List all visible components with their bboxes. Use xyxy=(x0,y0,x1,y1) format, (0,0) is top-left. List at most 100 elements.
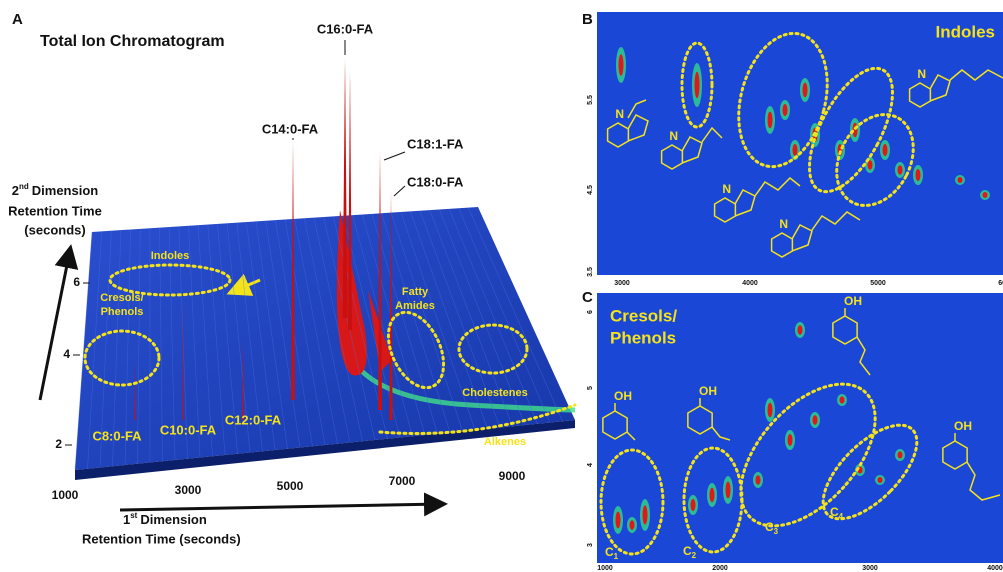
group-sub: 1 xyxy=(614,552,619,561)
dotted-ellipse xyxy=(835,113,915,207)
peak xyxy=(348,70,352,330)
texture xyxy=(448,208,538,424)
panel-label: B xyxy=(582,11,593,28)
texture xyxy=(265,220,301,448)
spot-core xyxy=(694,71,700,99)
texture xyxy=(458,208,551,423)
x-tick-label: 3000 xyxy=(614,280,630,287)
group-sub: 3 xyxy=(774,527,779,536)
atom-label: OH xyxy=(699,384,717,398)
dotted-ellipse xyxy=(739,382,877,528)
dotted-ellipse xyxy=(83,329,161,387)
group-label: C3 xyxy=(765,520,779,536)
plot-area xyxy=(597,12,1003,275)
dotted-ellipse xyxy=(737,31,829,169)
x-tick-label: 5000 xyxy=(870,280,886,287)
axis-title: 2nd Dimension xyxy=(12,182,99,198)
texture xyxy=(352,215,413,437)
atom-label: N xyxy=(779,217,788,231)
atom-label: N xyxy=(669,129,678,143)
x-tick-label: 2000 xyxy=(712,565,728,572)
x-tick-label: 4000 xyxy=(742,280,758,287)
peak xyxy=(242,340,244,420)
spot-core xyxy=(629,520,635,530)
dotted-ellipse xyxy=(808,66,894,194)
texture xyxy=(284,219,326,446)
group-label: C2 xyxy=(683,544,697,560)
peak-label: C14:0-FA xyxy=(262,121,319,136)
texture xyxy=(294,218,338,444)
structure xyxy=(929,74,951,102)
structure xyxy=(701,126,723,143)
y-tick-label: 6 xyxy=(73,275,80,289)
group-base: C xyxy=(830,505,839,519)
annotation: C12:0-FA xyxy=(225,412,282,427)
spot-core xyxy=(642,505,648,525)
group-base: C xyxy=(765,520,774,534)
panel-label: C xyxy=(582,289,593,306)
structure xyxy=(832,315,858,345)
peak xyxy=(291,140,295,400)
dotted-ellipse xyxy=(821,423,919,521)
annotation: Cholestenes xyxy=(462,387,527,399)
axis-title-line: Dimension xyxy=(140,512,207,527)
texture xyxy=(371,213,438,434)
texture xyxy=(217,223,238,454)
texture xyxy=(87,231,102,469)
peak xyxy=(378,150,382,410)
leader-line xyxy=(383,151,406,161)
plane-edge xyxy=(75,420,575,480)
y-tick-label: 3.5 xyxy=(587,267,594,277)
axis-title: Retention Time (seconds) xyxy=(82,531,241,546)
structure xyxy=(942,440,968,470)
spot-core xyxy=(897,165,903,175)
structure xyxy=(791,224,813,252)
structure xyxy=(602,410,628,440)
peak xyxy=(342,58,348,318)
spot-core xyxy=(882,144,888,156)
texture xyxy=(410,211,488,429)
x-tick-label: 9000 xyxy=(499,469,526,483)
atom-label: N xyxy=(917,67,926,81)
y-tick-label: 6 xyxy=(587,310,594,314)
panel-title: Phenols xyxy=(610,328,676,347)
x-tick-label: 3000 xyxy=(175,483,202,497)
spot-core xyxy=(767,402,773,418)
group-label: C4 xyxy=(830,505,844,521)
structure xyxy=(811,211,861,231)
spot-core xyxy=(709,487,715,503)
peak-label: C16:0-FA xyxy=(317,21,374,36)
annotation: Indoles xyxy=(151,250,190,262)
peak xyxy=(134,360,136,420)
texture xyxy=(99,230,112,468)
panel-c: C Cresols/ Phenols 3 4 5 6 1000 2000 3000 4000 O… xyxy=(582,289,1003,572)
ordinal: 2 xyxy=(12,183,19,198)
spot-core xyxy=(957,177,963,183)
spot-core xyxy=(802,82,808,98)
panel-b: B Indoles 3.5 4.5 5.5 3000 4000 5000 6000 N N N N N xyxy=(582,11,1003,287)
x-tick-label: 1000 xyxy=(52,488,79,502)
x-tick-label: 6000 xyxy=(998,280,1003,287)
spot-core xyxy=(867,160,873,170)
spot-core xyxy=(615,511,621,529)
structure xyxy=(627,114,649,142)
structure xyxy=(754,176,801,197)
texture xyxy=(439,209,526,426)
atom-label: OH xyxy=(844,294,862,308)
structure xyxy=(627,99,647,119)
texture xyxy=(197,225,213,457)
atom-label: OH xyxy=(614,389,632,403)
x-tick-label: 3000 xyxy=(862,565,878,572)
group-sub: 2 xyxy=(692,551,697,560)
structure xyxy=(856,336,871,376)
structure xyxy=(711,426,731,441)
structure xyxy=(949,69,1003,81)
texture xyxy=(304,218,351,443)
texture xyxy=(419,210,501,428)
atom-label: OH xyxy=(954,419,972,433)
atom-label: N xyxy=(615,107,624,121)
panel-title: Indoles xyxy=(935,22,995,41)
dotted-ellipse xyxy=(108,263,232,297)
leader-line xyxy=(393,185,406,197)
annotation: Amides xyxy=(395,300,435,312)
